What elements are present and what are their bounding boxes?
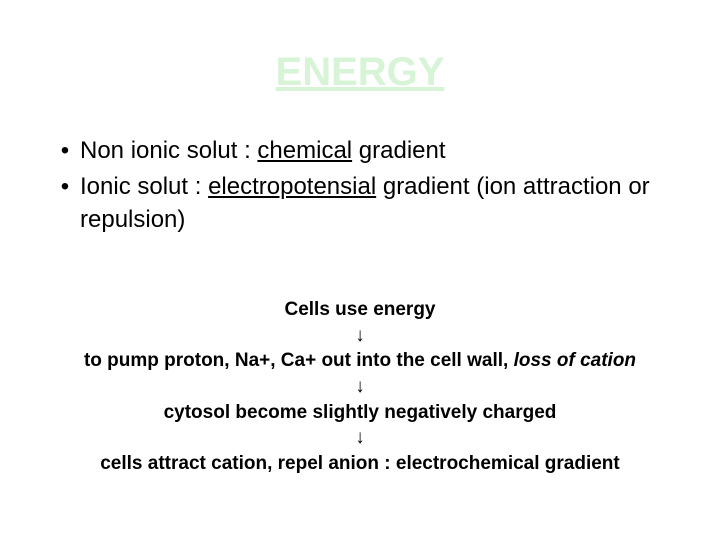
flow-step-2: to pump proton, Na+, Ca+ out into the ce… [40, 347, 680, 376]
flow-step-4: cells attract cation, repel anion : elec… [40, 450, 680, 479]
flow-step-1: Cells use energy [40, 296, 680, 325]
bullet-underlined: chemical [257, 137, 352, 164]
bullet-marker: • [50, 135, 80, 167]
bullet-text: Non ionic solut : chemical gradient [80, 135, 680, 167]
bullet-marker: • [50, 171, 80, 203]
bullet-underlined: electropotensial [208, 173, 376, 200]
bullet-pre: Non ionic solut : [80, 137, 257, 164]
bullet-item: • Ionic solut : electropotensial gradien… [50, 171, 680, 236]
down-arrow-icon: ↓ [40, 427, 680, 450]
flow-step-3: cytosol become slightly negatively charg… [40, 399, 680, 428]
flow-step-2-plain: to pump proton, Na+, Ca+ out into the ce… [84, 350, 514, 371]
slide-title: ENERGY [40, 50, 680, 95]
bullet-pre: Ionic solut : [80, 173, 208, 200]
bullet-list: • Non ionic solut : chemical gradient • … [40, 135, 680, 236]
bullet-post: gradient [352, 137, 445, 164]
bullet-text: Ionic solut : electropotensial gradient … [80, 171, 680, 236]
down-arrow-icon: ↓ [40, 325, 680, 348]
down-arrow-icon: ↓ [40, 376, 680, 399]
flow-diagram: Cells use energy ↓ to pump proton, Na+, … [40, 296, 680, 478]
flow-step-2-italic: loss of cation [514, 350, 636, 371]
bullet-item: • Non ionic solut : chemical gradient [50, 135, 680, 167]
